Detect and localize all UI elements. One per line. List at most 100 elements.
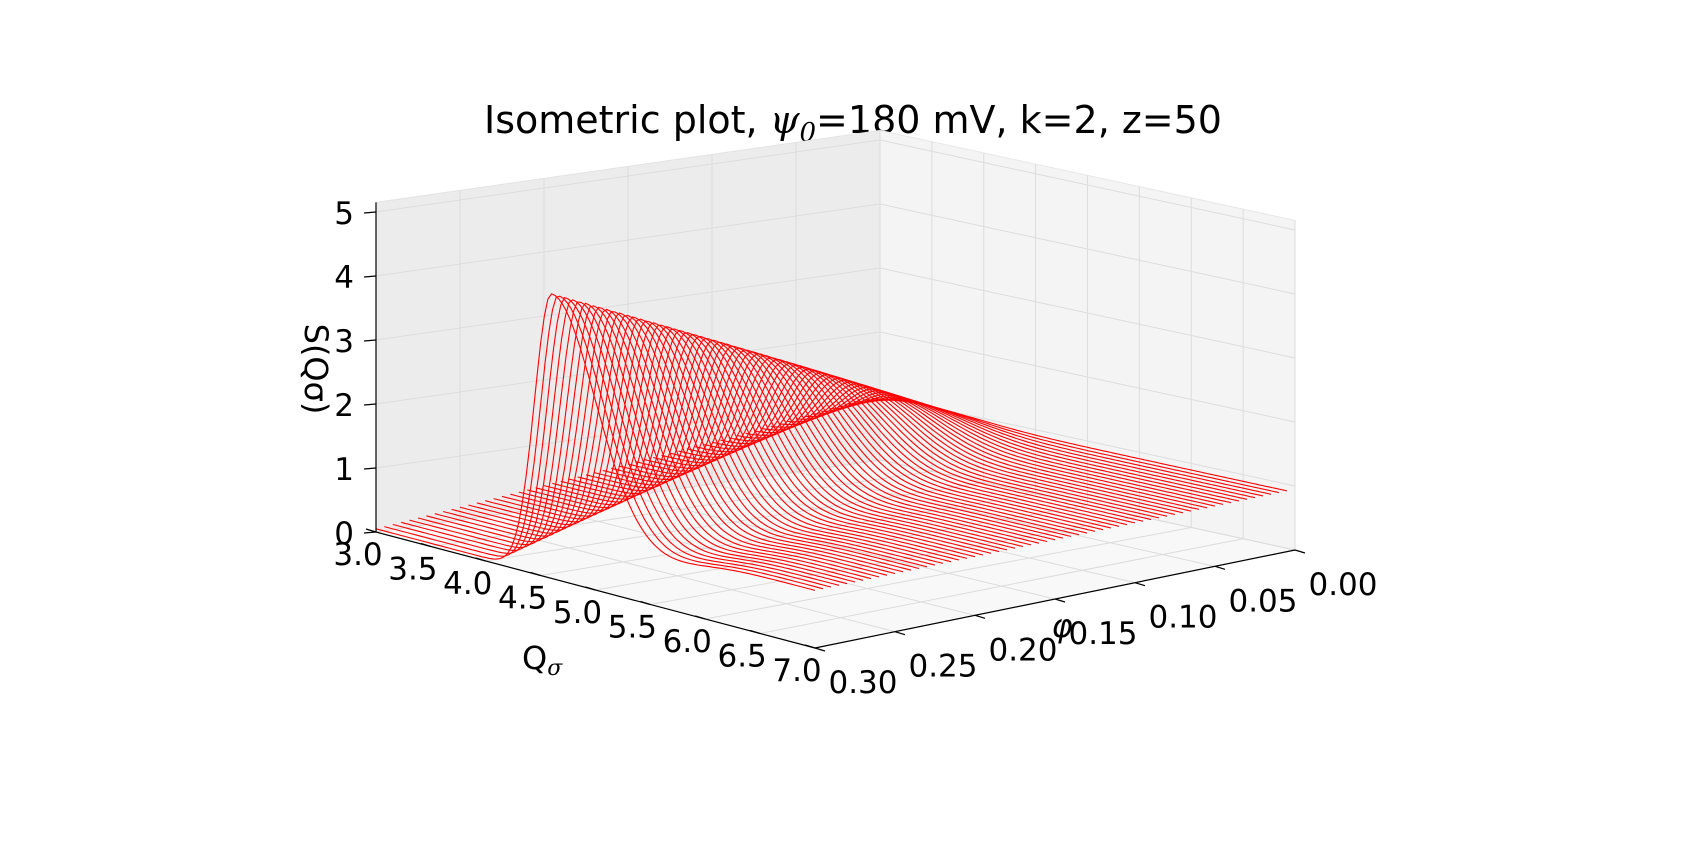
x-tick-label: 0.30 <box>828 665 897 701</box>
x-tick-label: 0.00 <box>1308 567 1377 603</box>
y-tick-label: 5.0 <box>553 595 602 631</box>
surface-line <box>804 390 1224 505</box>
y-tick-label: 7.0 <box>772 653 821 689</box>
surface-line <box>459 312 896 575</box>
z-axis-label: S(Qσ) <box>297 324 335 415</box>
x-tick-label: 0.05 <box>1228 583 1297 619</box>
y-tick-mark <box>365 528 377 533</box>
surface-line <box>703 368 1128 526</box>
y-tick-label: 3.0 <box>333 537 382 573</box>
grid-line <box>375 139 881 213</box>
surface-line <box>451 311 888 576</box>
x-tick-mark <box>1134 582 1146 587</box>
x-tick-mark <box>894 631 906 636</box>
surface-line <box>737 375 1160 519</box>
surface-line <box>426 305 864 581</box>
z-tick-label: 5 <box>334 196 354 232</box>
surface-line <box>375 293 816 591</box>
z-tick-label: 0 <box>334 516 354 552</box>
surface-line <box>392 296 832 588</box>
grid-line <box>375 331 881 405</box>
z-tick-mark <box>363 467 377 470</box>
surface-line <box>535 329 968 559</box>
z-tick-label: 2 <box>334 388 354 424</box>
surface-line <box>602 345 1032 546</box>
x-tick-mark <box>974 614 986 619</box>
surface-line <box>434 306 872 580</box>
y-tick-mark <box>804 644 816 649</box>
surface-line <box>695 366 1120 527</box>
x-tick-mark <box>814 647 826 652</box>
grid-line <box>485 482 984 562</box>
surface-line <box>401 299 840 586</box>
x-tick-mark <box>1214 565 1226 570</box>
grid-line <box>650 515 1140 605</box>
y-tick-label: 3.5 <box>388 552 437 588</box>
grid-line <box>879 331 1296 423</box>
y-tick-label: 5.5 <box>608 610 657 646</box>
grid-line <box>879 267 1296 359</box>
surface-line <box>795 388 1216 507</box>
grid-line <box>375 203 881 277</box>
y-tick-label: 4.0 <box>443 566 492 602</box>
surface-line <box>409 301 848 585</box>
surface-line <box>518 325 952 563</box>
surface-line <box>417 302 856 583</box>
surface-line <box>762 381 1184 514</box>
y-tick-mark <box>530 571 541 577</box>
x-tick-label: 0.25 <box>908 649 977 685</box>
surface-line <box>753 379 1176 516</box>
x-tick-mark <box>1054 598 1066 603</box>
surface-line <box>594 343 1024 548</box>
axes <box>363 202 1306 652</box>
y-tick-label: 6.5 <box>717 639 766 675</box>
z-tick-mark <box>363 275 377 278</box>
surface-line <box>619 349 1048 543</box>
surface-line <box>611 347 1040 544</box>
tick-labels: 0.00 0.05 0.10 0.15 0.20 0.25 0.30 3.0 3.5 4.0 4.5… <box>333 196 1377 701</box>
y-tick-mark <box>695 615 706 620</box>
x-axis-label: φ <box>1051 607 1072 645</box>
surface-line <box>636 353 1064 539</box>
surface-line <box>770 383 1192 512</box>
surface-line <box>812 391 1232 504</box>
grid-line <box>879 203 1296 295</box>
grid-line <box>879 139 1296 231</box>
y-tick-mark <box>585 586 596 591</box>
surface-line <box>644 355 1072 537</box>
x-tick-mark <box>1294 549 1306 554</box>
z-tick-label: 3 <box>334 324 354 360</box>
surface-line <box>485 318 920 570</box>
grid-lines <box>375 130 1296 649</box>
surface-line <box>728 373 1152 521</box>
z-tick-mark <box>363 403 377 406</box>
grid-line <box>595 504 1088 591</box>
x-tick-label: 0.15 <box>1068 616 1137 652</box>
grid-line <box>760 538 1244 634</box>
x-tick-label: 0.20 <box>988 632 1057 668</box>
surface-line <box>711 370 1136 524</box>
surface-line <box>669 360 1096 532</box>
grid-line <box>705 527 1192 620</box>
y-tick-mark <box>749 629 761 635</box>
z-tick-label: 1 <box>334 452 354 488</box>
y-axis-label: Qσ <box>522 639 563 681</box>
surface-line <box>552 333 984 556</box>
surface-line <box>493 320 928 568</box>
surface-line <box>585 341 1016 549</box>
surface-line <box>686 364 1112 529</box>
grid-line <box>375 267 881 341</box>
z-tick-mark <box>363 339 377 342</box>
z-tick-label: 4 <box>334 260 354 296</box>
surface-wireframe <box>375 293 1288 591</box>
y-tick-mark <box>640 600 651 606</box>
z-tick-mark <box>363 211 377 214</box>
y-tick-label: 6.0 <box>663 624 712 660</box>
y-tick-mark <box>475 557 486 562</box>
surface-line <box>501 322 936 566</box>
surface-line <box>653 357 1080 536</box>
surface-line <box>443 308 880 578</box>
y-tick-label: 4.5 <box>498 581 547 617</box>
x-tick-label: 0.10 <box>1148 600 1217 636</box>
